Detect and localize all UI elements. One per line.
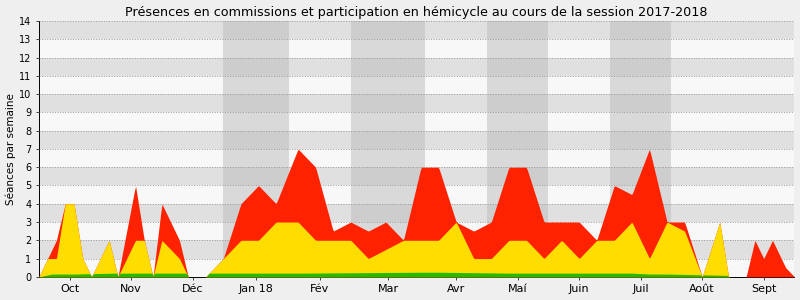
Bar [487,21,549,277]
Bar [39,259,794,277]
Y-axis label: Séances par semaine: Séances par semaine [6,93,16,205]
Bar [39,94,794,112]
Bar [39,204,794,222]
Bar [39,167,794,185]
Bar [610,21,671,277]
Bar [39,58,794,76]
Bar [223,21,290,277]
Bar [39,240,794,259]
Bar [39,131,794,149]
Bar [39,3,794,21]
Bar [350,21,426,277]
Title: Présences en commissions et participation en hémicycle au cours de la session 20: Présences en commissions et participatio… [126,6,708,19]
Bar [39,222,794,240]
Bar [39,185,794,204]
Bar [39,21,794,39]
Bar [39,39,794,58]
Bar [39,112,794,131]
Bar [39,76,794,94]
Bar [39,149,794,167]
